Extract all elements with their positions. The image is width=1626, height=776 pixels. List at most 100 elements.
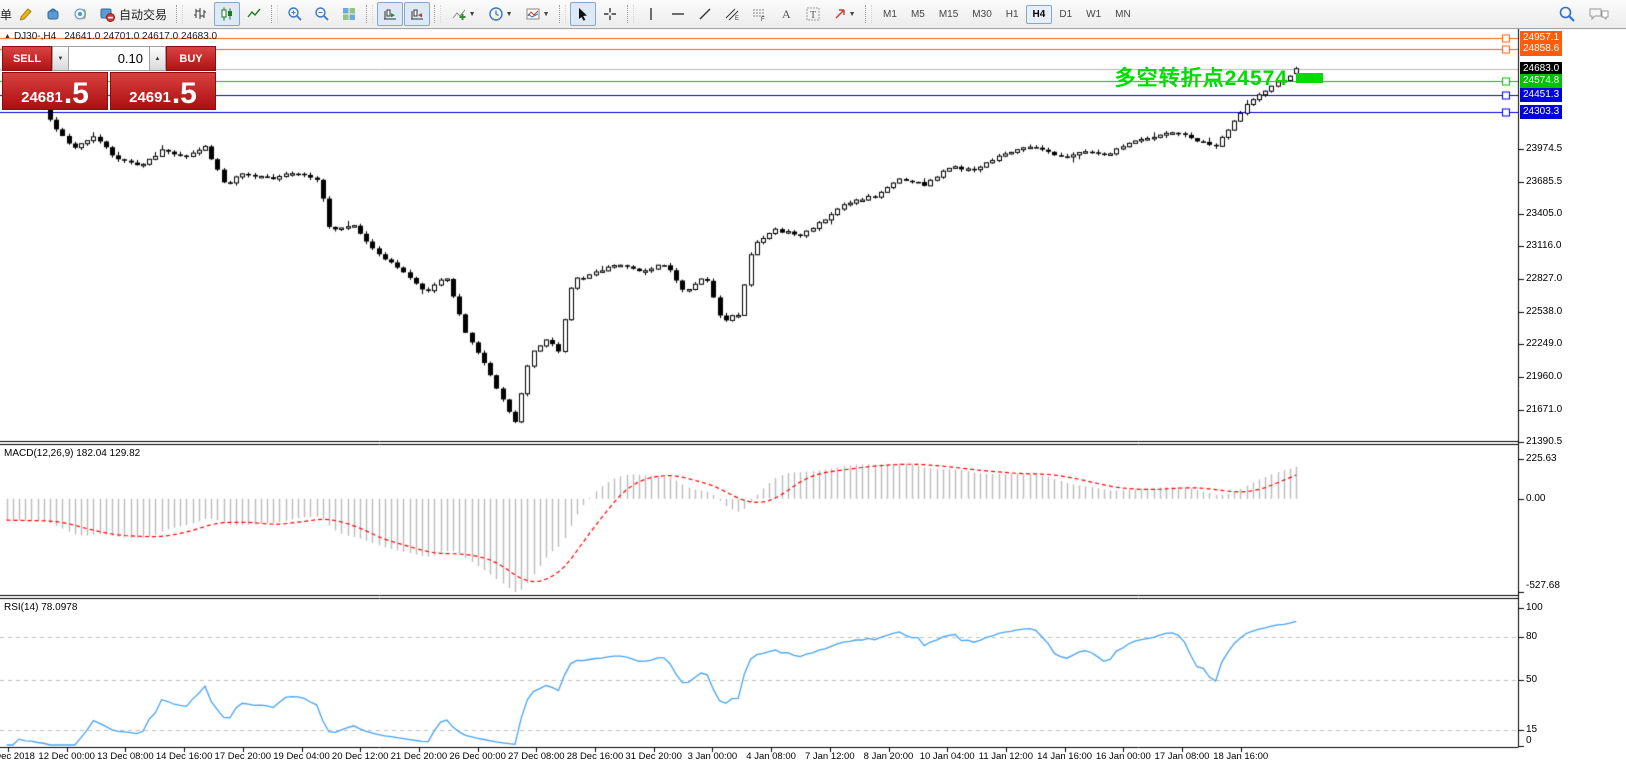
volume-input[interactable]: 0.10 (69, 46, 149, 71)
arrows-icon (835, 9, 845, 19)
templates-dropdown-button[interactable]: ▼ (519, 2, 555, 26)
fibonacci-button[interactable]: F (746, 2, 772, 26)
price-level-tag[interactable]: 24303.3 (1520, 104, 1563, 119)
time-axis-label: 28 Dec 16:00 (566, 751, 624, 762)
buy-price-panel[interactable]: 24691 .5 (110, 72, 216, 110)
time-axis-label: 14 Jan 16:00 (1037, 751, 1093, 762)
trendline-button[interactable] (692, 2, 718, 26)
text-label-icon: T (806, 7, 820, 21)
annotation-text[interactable]: 多空转折点24574 (1114, 67, 1288, 90)
cursor-button[interactable] (570, 2, 597, 26)
crosshair-button[interactable] (597, 2, 623, 26)
one-click-trading-widget: SELL ▼ 0.10 ▲ BUY 24681 .5 24691 .5 (2, 46, 216, 110)
time-axis-label: 18 Jan 16:00 (1213, 751, 1269, 762)
search-icon[interactable] (1558, 5, 1576, 23)
price-axis-tick: 22827.0 (1526, 273, 1563, 284)
timeframe-M5[interactable]: M5 (910, 8, 925, 20)
time-axis-label: 14 Dec 16:00 (155, 751, 213, 762)
auto-scroll-button[interactable] (377, 2, 404, 26)
rsi-axis-tick: 15 (1526, 724, 1538, 735)
toolbar-gripper (865, 5, 873, 23)
volume-decrease-button[interactable]: ▼ (52, 46, 69, 71)
time-axis-label: 4 Jan 08:00 (746, 751, 796, 762)
horizontal-line-button[interactable] (665, 2, 691, 26)
timeframe-W1[interactable]: W1 (1086, 8, 1102, 20)
symbol-period: DJ30-,H4 (13, 31, 57, 42)
tile-windows-button[interactable] (336, 2, 362, 26)
timeframe-D1[interactable]: D1 (1059, 8, 1073, 20)
toolbar-gripper (366, 5, 374, 23)
sell-button[interactable]: SELL (2, 46, 52, 71)
annotation-marker[interactable] (1296, 73, 1323, 83)
market-button[interactable] (40, 2, 66, 26)
zoom-out-button[interactable] (309, 2, 335, 26)
bar-chart-button[interactable] (187, 2, 213, 26)
toolbar-gripper (434, 5, 442, 23)
metaeditor-button[interactable] (13, 2, 39, 26)
timeframe-M30[interactable]: M30 (972, 8, 992, 20)
time-axis-label: 12 Dec 00:00 (38, 751, 95, 762)
candlestick-chart-button[interactable] (214, 2, 241, 26)
price-level-tag[interactable]: 24451.3 (1520, 87, 1563, 102)
price-level-tag[interactable]: 24574.8 (1520, 73, 1563, 88)
macd-label: MACD(12,26,9) 182.04 129.82 (4, 448, 141, 459)
text-button[interactable]: A (773, 2, 799, 26)
macd-axis-tick: -527.68 (1526, 580, 1560, 591)
time-axis-label: 17 Dec 20:00 (214, 751, 272, 762)
candlestick-chart-icon (221, 7, 233, 21)
indicators-dropdown-button[interactable]: ▼ (445, 2, 481, 26)
buy-price-pips: .5 (171, 77, 197, 110)
price-axis-tick: 21390.5 (1526, 435, 1563, 447)
chart-shift-button[interactable] (404, 2, 431, 26)
signals-button[interactable] (67, 2, 93, 26)
time-axis-label: 21 Dec 20:00 (390, 751, 448, 762)
chart-shift-icon (411, 9, 424, 20)
timeframe-M15[interactable]: M15 (938, 8, 959, 20)
price-axis-tick: 23405.0 (1526, 207, 1563, 219)
rsi-axis-tick: 50 (1526, 673, 1538, 685)
rsi-axis-tick: 100 (1526, 602, 1543, 614)
timeframe-M1[interactable]: M1 (883, 8, 897, 20)
time-axis-label: 13 Dec 08:00 (97, 751, 154, 762)
market-icon (47, 8, 59, 20)
clock-icon (488, 7, 503, 21)
time-axis-label: 26 Dec 00:00 (449, 751, 506, 762)
arrows-dropdown-button[interactable]: ▼ (827, 2, 861, 26)
price-level-tag[interactable]: 24858.6 (1520, 41, 1563, 56)
sell-price-panel[interactable]: 24681 .5 (2, 72, 108, 110)
price-axis-tick: 21671.0 (1526, 403, 1563, 415)
chat-icon[interactable] (1588, 6, 1610, 22)
line-chart-icon (247, 8, 261, 18)
periods-dropdown-button[interactable]: ▼ (482, 2, 518, 26)
price-axis-tick: 22538.0 (1526, 305, 1563, 317)
text-a-icon: A (782, 7, 791, 21)
timeframe-MN[interactable]: MN (1115, 8, 1131, 20)
time-axis-label: 8 Jan 20:00 (863, 751, 914, 762)
price-axis-tick: 22249.0 (1526, 338, 1563, 350)
chart-ohlc-header: ▲ DJ30-,H4 24641.0 24701.0 24617.0 24683.0 (4, 31, 217, 42)
toolbar-gripper (271, 5, 279, 23)
timeframe-H4[interactable]: H4 (1025, 4, 1053, 24)
autotrading-button[interactable]: 自动交易 (94, 2, 172, 26)
equidistant-channel-button[interactable]: E (719, 2, 745, 26)
zoom-in-button[interactable] (282, 2, 308, 26)
time-axis-label: 19 Dec 04:00 (273, 751, 330, 762)
svg-text:F: F (761, 17, 765, 22)
new-order-button[interactable]: 单 (0, 7, 13, 22)
price-axis-tick: 23685.5 (1526, 175, 1563, 187)
timeframe-H1[interactable]: H1 (1005, 8, 1019, 20)
sell-price: 24681 (21, 88, 63, 106)
buy-button[interactable]: BUY (166, 46, 216, 71)
volume-increase-button[interactable]: ▲ (149, 46, 166, 71)
time-axis-label: 17 Jan 08:00 (1154, 751, 1210, 762)
text-label-button[interactable]: T (800, 2, 826, 26)
line-chart-button[interactable] (241, 2, 267, 26)
price-level-tag[interactable]: 24957.1 (1520, 30, 1563, 45)
current-price-tag: 24683.0 (1520, 61, 1563, 76)
vertical-line-button[interactable] (638, 2, 664, 26)
time-axis-label: 16 Jan 00:00 (1095, 751, 1151, 762)
add-indicator-icon (452, 9, 466, 20)
channel-icon: E (725, 8, 739, 22)
rsi-axis-tick: 0 (1526, 735, 1532, 746)
